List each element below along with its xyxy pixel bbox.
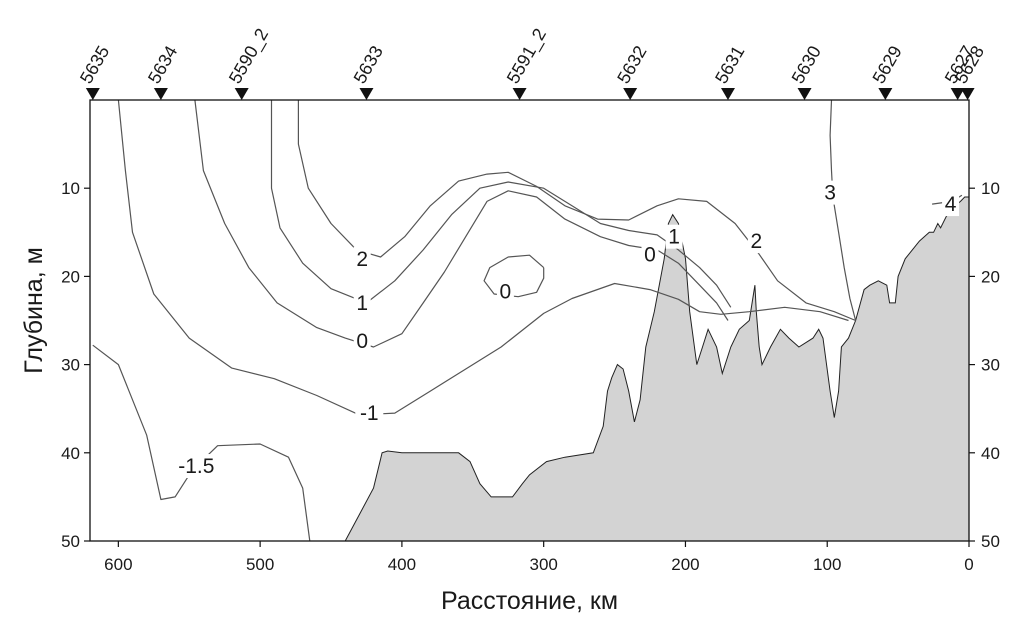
station-marker bbox=[153, 88, 168, 100]
x-tick-label: 100 bbox=[813, 555, 841, 574]
station-marker bbox=[359, 88, 374, 100]
y-right-tick-label: 20 bbox=[981, 267, 1000, 286]
x-tick-label: 200 bbox=[671, 555, 699, 574]
y-tick-label: 20 bbox=[61, 267, 80, 286]
y-right-tick-label: 40 bbox=[981, 444, 1000, 463]
x-tick-label: 500 bbox=[246, 555, 274, 574]
station-marker bbox=[234, 88, 249, 100]
contour-label-bg bbox=[496, 279, 514, 304]
plot-frame bbox=[89, 99, 970, 542]
contour-label: 1 bbox=[668, 226, 680, 249]
contour-label: 0 bbox=[644, 243, 656, 266]
x-tick-label: 400 bbox=[388, 555, 416, 574]
contour-label: 0 bbox=[500, 280, 512, 303]
contour-line bbox=[194, 99, 729, 348]
contour-label-bg bbox=[353, 328, 371, 353]
contour-label: 2 bbox=[356, 248, 368, 271]
contour-label-bg bbox=[665, 224, 683, 249]
x-axis-ticks: 600 500 400 300 200 100 0 bbox=[104, 541, 974, 574]
contour-line bbox=[829, 99, 857, 321]
contour-label-bg bbox=[747, 229, 765, 254]
contour-label: 2 bbox=[750, 230, 762, 253]
contour-line bbox=[297, 100, 856, 322]
x-tick-label: 600 bbox=[104, 555, 132, 574]
y-tick-label: 50 bbox=[61, 532, 80, 551]
contour-label: 0 bbox=[356, 330, 368, 353]
y-tick-label: 30 bbox=[61, 356, 80, 375]
y-axis-title: Глубина, м bbox=[20, 247, 48, 374]
y-right-tick-label: 10 bbox=[981, 179, 1000, 198]
y-tick-label: 10 bbox=[61, 179, 80, 198]
station-marker bbox=[512, 88, 527, 100]
station-marker bbox=[85, 88, 100, 100]
x-tick-label: 0 bbox=[964, 555, 973, 574]
station-marker bbox=[960, 88, 975, 100]
seabed-layer bbox=[344, 196, 970, 542]
contour-label-bg bbox=[171, 454, 222, 479]
contour-label: -1 bbox=[360, 402, 379, 425]
contour-label: 3 bbox=[824, 182, 836, 205]
x-tick-label: 300 bbox=[529, 555, 557, 574]
contour-label: -1.5 bbox=[178, 455, 214, 478]
contour-label-bg bbox=[942, 192, 960, 217]
station-marker bbox=[950, 88, 965, 100]
contour-label-bg bbox=[641, 242, 659, 267]
contour-line bbox=[117, 99, 849, 416]
contour-label-bg bbox=[353, 290, 371, 315]
contour-label-bg bbox=[353, 246, 371, 271]
y-axis-right-ticks: 10 20 30 40 50 bbox=[969, 179, 1000, 551]
station-marker bbox=[623, 88, 638, 100]
contour-label-bg bbox=[821, 180, 839, 205]
station-marker bbox=[797, 88, 812, 100]
contour-label: 4 bbox=[945, 193, 957, 216]
y-right-tick-label: 50 bbox=[981, 532, 1000, 551]
contour-label: 1 bbox=[356, 292, 368, 315]
seabed-area bbox=[344, 196, 970, 542]
station-marker bbox=[720, 88, 735, 100]
station-marker bbox=[878, 88, 893, 100]
y-tick-label: 40 bbox=[61, 444, 80, 463]
x-axis-title: Расстояние, км bbox=[441, 587, 618, 615]
contour-label-bg bbox=[355, 401, 384, 426]
y-right-tick-label: 30 bbox=[981, 356, 1000, 375]
contour-line bbox=[483, 254, 545, 298]
y-axis-ticks: 10 20 30 40 50 bbox=[61, 179, 90, 551]
